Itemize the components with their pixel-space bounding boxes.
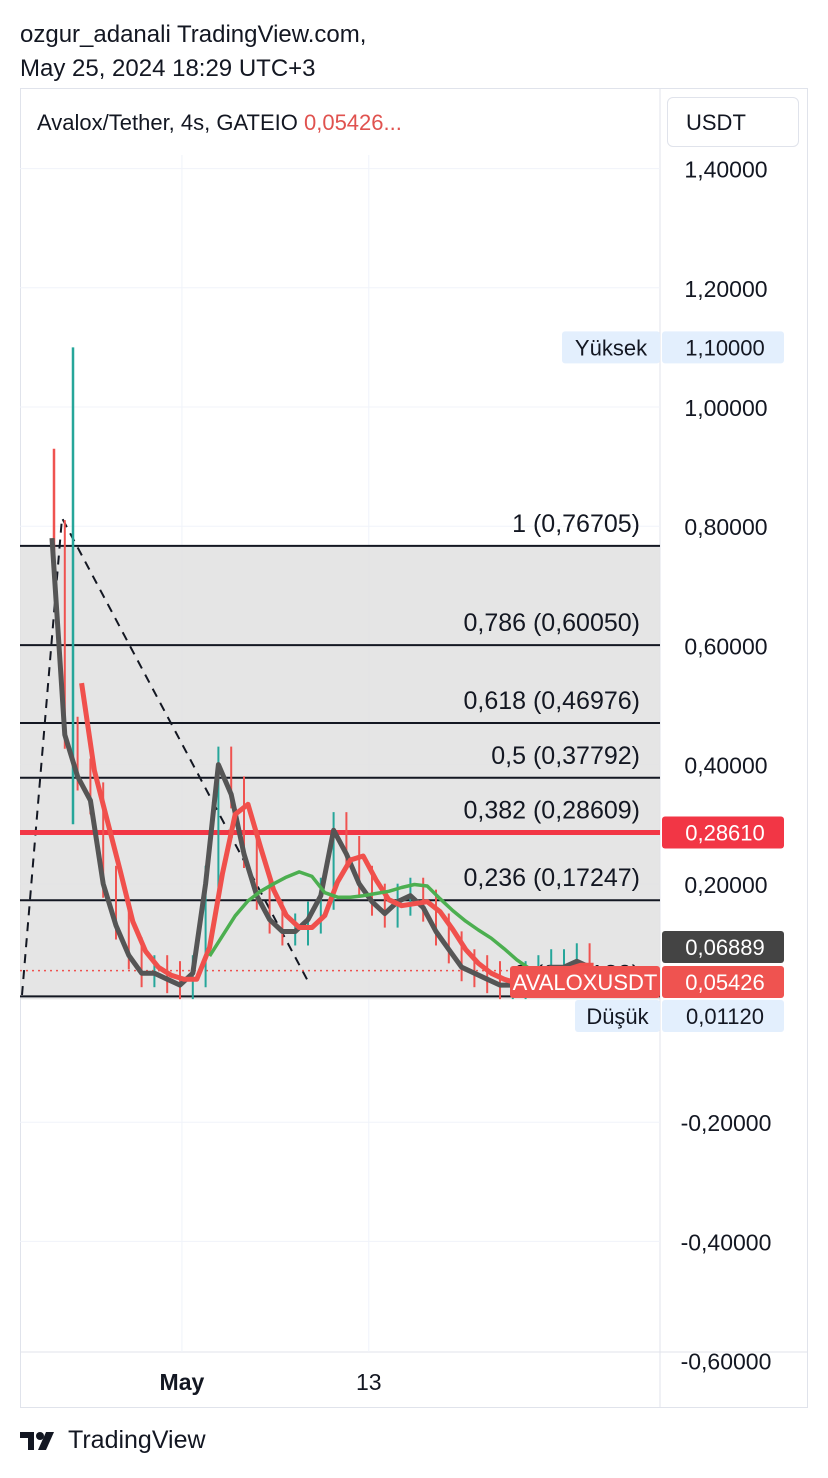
y-tick-label: 1,40000 bbox=[684, 157, 767, 183]
y-tick-label: 0,40000 bbox=[684, 753, 767, 779]
author-line: ozgur_adanali TradingView.com, bbox=[20, 21, 367, 48]
price-label-value: 0,05426 bbox=[685, 970, 765, 995]
price-label-value: 0,06889 bbox=[685, 935, 765, 960]
price-label-box bbox=[662, 966, 784, 998]
price-label-name: AVALOXUSDT bbox=[513, 970, 658, 995]
price-line bbox=[49, 537, 591, 988]
price-label-value: 0,01120 bbox=[686, 1004, 764, 1029]
y-tick-label: -0,60000 bbox=[681, 1349, 772, 1375]
price-label-name-box bbox=[510, 966, 660, 998]
symbol-title[interactable]: Avalox/Tether, 4s, GATEIO 0,05426... bbox=[37, 110, 402, 136]
fib-level-label: 0,786 (0,60050) bbox=[463, 609, 640, 637]
tradingview-logo[interactable]: TradingView bbox=[20, 1426, 206, 1455]
price-label-box bbox=[662, 1000, 784, 1032]
price-label-name: Yüksek bbox=[575, 335, 648, 360]
y-tick-label: -0,40000 bbox=[681, 1229, 772, 1255]
symbol-price: 0,05426... bbox=[303, 110, 402, 135]
x-tick-label: May bbox=[160, 1369, 205, 1395]
moving-average-red bbox=[79, 682, 594, 986]
price-axis: 1,40000 1,20000 1,00000 0,80000 0,60000 0,400… bbox=[160, 157, 784, 1395]
fib-zone bbox=[20, 545, 660, 1000]
currency-button[interactable]: USDT bbox=[667, 97, 799, 147]
fib-level-label: 1 (0,76705) bbox=[512, 510, 640, 538]
price-label-name: Düşük bbox=[586, 1004, 649, 1029]
y-tick-label: 0,60000 bbox=[684, 633, 767, 659]
y-tick-label: 0,80000 bbox=[684, 514, 767, 540]
x-tick-label: 13 bbox=[356, 1369, 382, 1395]
y-tick-label: 1,20000 bbox=[684, 276, 767, 302]
fib-level-label: 0,382 (0,28609) bbox=[463, 796, 640, 824]
tradingview-brand: TradingView bbox=[68, 1426, 206, 1454]
price-label-name-box bbox=[562, 331, 660, 364]
price-label-name-box bbox=[575, 1000, 660, 1032]
y-tick-label: 0,20000 bbox=[684, 872, 767, 898]
price-label-box bbox=[662, 331, 784, 364]
fibonacci-retracement: 1 (0,76705) 0,786 (0,60050) 0,618 (0,46976… bbox=[20, 510, 660, 1000]
fib-level-label: 0,5 (0,37792) bbox=[491, 742, 640, 770]
price-label-box bbox=[662, 816, 784, 849]
y-tick-label: 1,00000 bbox=[684, 395, 767, 421]
date-line: May 25, 2024 18:29 UTC+3 bbox=[20, 55, 316, 82]
tradingview-icon bbox=[20, 1431, 54, 1450]
y-tick-label: -0,20000 bbox=[681, 1110, 772, 1136]
fib-level-label: 0,236 (0,17247) bbox=[463, 864, 640, 892]
price-label-value: 1,10000 bbox=[685, 335, 765, 360]
price-label-box bbox=[662, 931, 784, 963]
symbol-name: Avalox/Tether, 4s, GATEIO bbox=[37, 110, 298, 135]
fib-level-label: 0,618 (0,46976) bbox=[463, 687, 640, 715]
price-label-value: 0,28610 bbox=[685, 820, 765, 845]
